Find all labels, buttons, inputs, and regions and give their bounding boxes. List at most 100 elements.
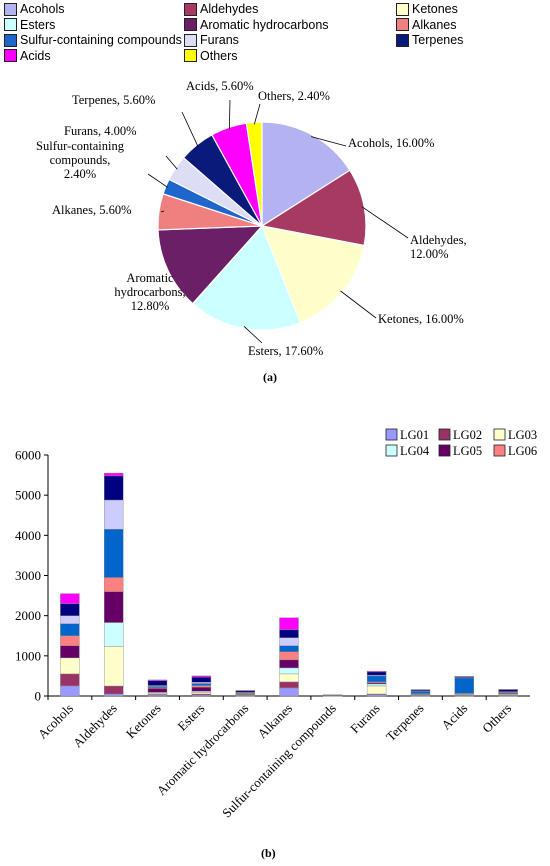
legend-swatch [396, 33, 409, 47]
legend-swatch [4, 33, 17, 47]
legend-label: Alkanes [412, 17, 457, 32]
bar-segment-others-series-9 [498, 689, 518, 690]
legend-swatch [184, 18, 197, 31]
pie-data-label-esters: Esters, 17.60% [248, 344, 323, 358]
bar-segment-alkanes-lg02 [279, 681, 299, 689]
legend-swatch [396, 2, 409, 16]
bar-segment-alkanes-lg03 [279, 673, 299, 683]
x-tick-label-others: Others [479, 701, 514, 736]
pie-data-label-aldehydes: Aldehydes, 12.00% [410, 233, 467, 261]
bar-segment-acohols-lg05 [60, 645, 80, 659]
panel-label-a: (a) [263, 370, 277, 384]
pie-legend-item-acids: Acids [4, 49, 51, 63]
legend-label: Esters [20, 17, 56, 32]
bar-segment-alkanes-lg06 [279, 651, 299, 660]
bar-segment-alkanes-lg01 [279, 687, 299, 697]
pie-leader-line [181, 111, 199, 147]
bar-segment-alkanes-series-8 [279, 629, 299, 638]
bar-segment-acohols-lg03 [60, 657, 80, 675]
bar-segment-acohols-lg02 [60, 673, 80, 687]
x-tick-label-acids: Acids [438, 701, 470, 733]
bar-segment-acohols-series-6 [60, 623, 80, 636]
bar-segment-alkanes-series-6 [279, 645, 299, 653]
pie-data-label-ketones: Ketones, 16.00% [378, 312, 464, 326]
bar-segment-acohols-series-9 [60, 593, 80, 604]
bar-segment-esters-lg03 [191, 692, 212, 695]
pie-legend-item-aldehydes: Aldehydes [184, 2, 258, 16]
pie-data-label-sulfur-containing-compounds: Sulfur-containing compounds, 2.40% [36, 139, 125, 181]
x-tick-label-furans: Furans [347, 701, 383, 737]
x-tick-label-esters: Esters [174, 701, 207, 734]
x-tick-label-aldehydes: Aldehydes [70, 701, 120, 751]
pie-chart: Acohols, 16.00% Aldehydes, 12.00% Ketones, … [36, 79, 467, 358]
legend-swatch [184, 2, 197, 16]
bar-segment-aldehydes-series-7 [103, 499, 124, 530]
bar-segment-aldehydes-lg02 [103, 685, 124, 695]
x-tick-label-acohols: Acohols [35, 701, 76, 742]
x-tick-label-terpenes: Terpenes [383, 701, 427, 745]
legend-label: Aldehydes [200, 2, 259, 16]
bar-segment-acohols-series-8 [60, 603, 80, 616]
bar-chart: 0 1000 2000 3000 4000 5000 6000 AcoholsAldehyde… [15, 428, 537, 820]
bar-segment-ketones-series-9 [147, 679, 168, 681]
bar-legend-label-lg01: LG01 [400, 428, 429, 442]
bar-segment-alkanes-series-9 [279, 617, 299, 630]
bar-segment-sulfur-containing-compounds-series-8 [323, 694, 343, 696]
bar-legend-swatch-lg04 [385, 444, 398, 457]
pie-slice-esters [191, 224, 302, 331]
bar-segment-furans-series-6 [366, 675, 387, 683]
bar-segment-alkanes-lg05 [279, 659, 299, 669]
legend-swatch [4, 2, 17, 16]
bar-segment-furans-lg03 [366, 685, 387, 695]
pie-legend-item-esters: Esters [4, 18, 55, 32]
y-tick-label: 6000 [15, 448, 41, 463]
bar-legend-label-lg04: LG04 [400, 444, 430, 458]
legend-label: Terpenes [412, 33, 464, 47]
y-tick-label: 4000 [15, 528, 41, 543]
pie-legend-item-terpenes: Terpenes [396, 33, 463, 47]
bar-legend-swatch-lg02 [438, 428, 451, 441]
bar-segment-ketones-lg05 [147, 688, 168, 693]
legend-label: Furans [200, 33, 239, 47]
pie-leader-line [361, 206, 409, 239]
pie-legend: Acohols Aldehydes Ketones Esters Aromatic hy… [4, 2, 544, 64]
pie-leader-line [160, 210, 165, 213]
bar-segment-aldehydes-lg01 [103, 693, 124, 697]
pie-slice-acohols [261, 121, 351, 228]
y-tick-label: 3000 [15, 568, 41, 583]
panel-label-b: (b) [261, 846, 276, 860]
legend-label: Sulfur-containing compounds [20, 33, 182, 47]
legend-swatch [396, 18, 409, 31]
pie-leader-line [165, 155, 178, 170]
pie-leader-line [147, 173, 168, 188]
bar-segment-aldehydes-lg06 [103, 577, 124, 592]
legend-label: Ketones [412, 2, 458, 16]
x-tick-label-ketones: Ketones [123, 701, 164, 742]
pie-legend-item-alkanes: Alkanes [396, 18, 456, 32]
bar-legend-label-lg02: LG02 [453, 428, 482, 442]
bar-segment-acohols-series-7 [60, 615, 80, 624]
pie-data-label-furans: Furans, 4.00% [64, 124, 137, 138]
pie-legend-item-others: Others [184, 49, 238, 63]
bar-legend-swatch-lg06 [493, 444, 506, 457]
bar-segment-esters-series-9 [191, 675, 212, 678]
pie-leader-line [243, 326, 263, 344]
pie-legend-item-sulfur-containing-compounds: Sulfur-containing compounds [4, 33, 182, 47]
bar-segment-ketones-series-8 [147, 680, 168, 686]
pie-slice-others [245, 121, 263, 227]
bar-legend-swatch-lg01 [385, 428, 398, 441]
pie-data-label-others: Others, 2.40% [258, 89, 330, 103]
bar-segment-aldehydes-series-9 [103, 472, 124, 477]
pie-leader-line [310, 136, 347, 147]
pie-data-label-acohols: Acohols, 16.00% [348, 136, 434, 150]
bar-segment-esters-series-8 [191, 676, 212, 683]
bar-segment-ketones-series-7 [147, 685, 168, 687]
bar-legend-label-lg06: LG06 [508, 444, 537, 458]
bar-segment-aldehydes-lg03 [103, 646, 124, 687]
legend-swatch [4, 49, 17, 62]
pie-leader-line [253, 103, 261, 125]
bar-segment-alkanes-lg04 [279, 667, 299, 675]
y-tick-label: 0 [35, 689, 42, 704]
bar-segment-alkanes-series-7 [279, 637, 299, 647]
bar-segment-terpenes-series-6 [410, 691, 431, 694]
